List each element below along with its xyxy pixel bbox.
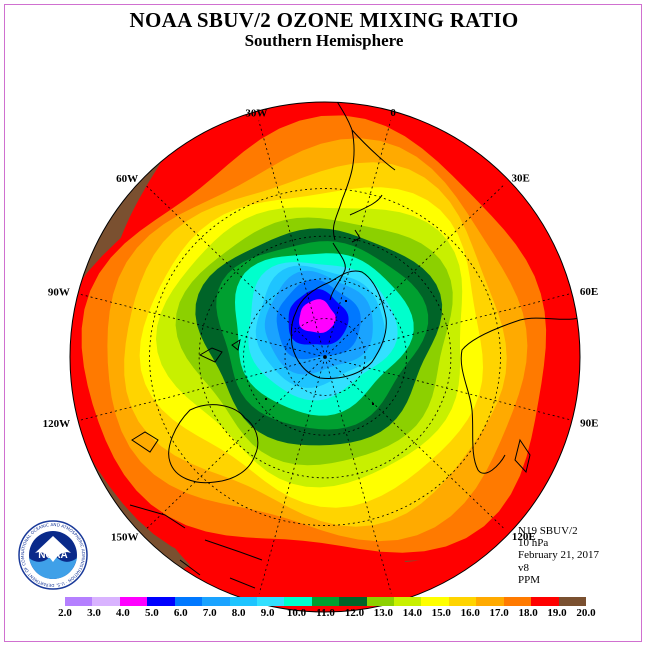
graticule: [78, 120, 572, 594]
colorbar-tick-label: 17.0: [489, 607, 509, 619]
latitude-circle: [284, 318, 366, 396]
colorbar-tick-label: 4.0: [116, 607, 130, 619]
longitude-line: [144, 183, 326, 358]
longitude-label: 90W: [48, 287, 70, 299]
colorbar-tick-label: 13.0: [373, 607, 393, 619]
coastline-new-zealand: [198, 338, 241, 363]
info-version: v8: [518, 561, 529, 574]
coastline-indonesia: [129, 504, 263, 589]
colorbar-segment: [558, 597, 587, 606]
colorbar-segment: [174, 597, 203, 606]
colorbar-segment: [202, 597, 230, 606]
colorbar-tick-label: 16.0: [460, 607, 480, 619]
colorbar-tick-label: 9.0: [260, 607, 275, 619]
colorbar-tick-label: 18.0: [518, 607, 538, 619]
longitude-line: [324, 293, 572, 358]
latitude-circle: [149, 188, 501, 526]
longitude-line: [324, 120, 392, 358]
station-dot: [265, 398, 267, 400]
colorbar-segment: [366, 597, 395, 606]
coastline-madagascar: [514, 438, 531, 474]
info-block: N19 SBUV/2 10 hPa February 21, 2017 v8 P…: [518, 525, 599, 586]
longitude-line: [324, 356, 572, 421]
colorbar-tick-label: 2.0: [58, 607, 72, 619]
latitude-circle: [198, 235, 452, 479]
colorbar-segment: [394, 597, 422, 606]
contour-band: [299, 299, 336, 333]
longitude-label: 30E: [512, 173, 530, 185]
colorbar-segment: [448, 597, 477, 606]
coastline-south-america: [321, 102, 396, 241]
coastline-antarctic-peninsula: [329, 229, 361, 301]
longitude-line: [324, 183, 506, 358]
colorbar-segment: [284, 597, 312, 606]
logo-bird-icon: [35, 536, 71, 562]
longitude-line: [258, 120, 326, 358]
longitude-label: 90E: [580, 417, 598, 429]
colorbar-tick-label: 3.0: [87, 607, 101, 619]
latitude-circle: [243, 278, 407, 436]
colorbar-segment: [311, 597, 340, 606]
longitude-line: [144, 356, 326, 531]
colorbar-tick-label: 20.0: [576, 607, 596, 619]
colorbar-tick-label: 10.0: [286, 607, 307, 619]
station-dot: [345, 300, 347, 302]
chart-subtitle: Southern Hemisphere: [244, 31, 404, 50]
colorbar-segment: [119, 597, 148, 606]
colorbar-tick-label: 19.0: [547, 607, 567, 619]
coastlines: [129, 102, 580, 589]
station-markers: [265, 300, 374, 405]
longitude-label: 150W: [111, 531, 139, 543]
longitude-line: [324, 356, 506, 531]
info-date: February 21, 2017: [518, 549, 599, 562]
coastline-antarctica: [290, 270, 387, 379]
colorbar-tick-label: 11.0: [316, 607, 335, 619]
longitude-line: [258, 356, 326, 594]
info-pressure-level: 10 hPa: [518, 537, 549, 550]
longitude-line: [78, 293, 326, 358]
longitude-label: 0: [390, 107, 396, 119]
colorbar-segment: [421, 597, 449, 606]
longitude-line: [324, 356, 392, 594]
longitude-label: 30W: [245, 107, 267, 119]
logo-text: NOAA: [38, 550, 67, 561]
map-boundary: [69, 101, 581, 613]
longitude-label: 60E: [580, 286, 598, 298]
colorbar-segment: [147, 597, 175, 606]
colorbar-segment: [92, 597, 120, 606]
colorbar-tick-label: 6.0: [173, 607, 188, 619]
logo-wave: [29, 552, 77, 579]
chart-title: NOAA SBUV/2 OZONE MIXING RATIO: [129, 8, 519, 32]
longitude-label: 120E: [512, 531, 536, 543]
coastline-africa: [460, 317, 580, 474]
colorbar-tick-label: 8.0: [231, 607, 246, 619]
colorbar-segment: [531, 597, 559, 606]
info-units: PPM: [518, 573, 541, 586]
longitude-line: [78, 356, 326, 421]
ozone-contour-bands: [70, 102, 566, 569]
colorbar-tick-label: 5.0: [144, 607, 159, 619]
colorbar: [65, 597, 587, 606]
colorbar-labels: 2.0 3.0 4.0 5.0 6.0 7.0 8.0 9.0 10.0 11.0 12.0 13.0…: [58, 607, 596, 621]
colorbar-tick-label: 15.0: [431, 607, 451, 619]
coastline-new-guinea: [131, 431, 159, 453]
colorbar-segment: [503, 597, 532, 606]
colorbar-tick-label: 14.0: [402, 607, 422, 619]
coastline-australia: [168, 404, 259, 484]
station-dot: [372, 403, 374, 405]
colorbar-segment: [65, 597, 93, 606]
colorbar-segment: [256, 597, 285, 606]
colorbar-tick-label: 7.0: [202, 607, 217, 619]
colorbar-tick-label: 12.0: [344, 607, 365, 619]
longitude-label: 120W: [43, 418, 71, 430]
info-instrument: N19 SBUV/2: [518, 525, 578, 537]
noaa-logo: NATIONAL OCEANIC AND ATMOSPHERIC ADMINIS…: [18, 520, 88, 590]
colorbar-segment: [339, 597, 367, 606]
colorbar-segment: [229, 597, 257, 606]
longitude-label: 60W: [116, 173, 138, 185]
colorbar-segment: [476, 597, 504, 606]
